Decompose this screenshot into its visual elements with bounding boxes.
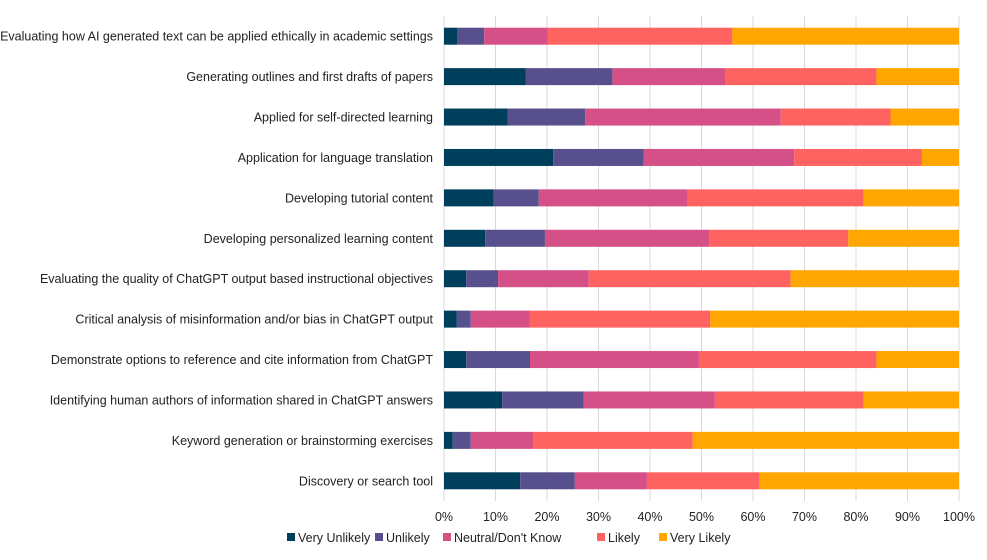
bar-segment-very-unlikely (444, 310, 457, 328)
category-label: Critical analysis of misinformation and/… (75, 313, 433, 327)
gridlines (443, 16, 960, 501)
bar-segment-likely (794, 148, 922, 166)
legend-swatch (659, 533, 667, 541)
bar-segment-very-likely (790, 270, 959, 288)
category-label: Developing personalized learning content (204, 232, 434, 246)
bar-segment-neutral-don-t-know (538, 189, 688, 207)
bar-segment-very-unlikely (444, 229, 486, 247)
x-tick-labels: 0% 10% 20% 30% 40% 50% 60% 70% 80% 90% 100% (435, 510, 975, 524)
category-label: Keyword generation or brainstorming exer… (172, 434, 433, 448)
x-tick-label: 50% (689, 510, 714, 524)
legend-swatch (375, 533, 383, 541)
category-label: Evaluating how AI generated text can be … (0, 30, 433, 44)
x-tick-label: 30% (586, 510, 611, 524)
x-tick-label: 0% (435, 510, 453, 524)
bar-segment-likely (780, 108, 891, 126)
bar-segment-neutral-don-t-know (470, 310, 530, 328)
legend-label: Unlikely (386, 531, 431, 545)
bar-segment-unlikely (452, 431, 471, 449)
bar-segment-very-unlikely (444, 189, 494, 207)
bar-segment-likely (646, 472, 760, 490)
bar-segment-neutral-don-t-know (498, 270, 589, 288)
x-tick-label: 100% (943, 510, 975, 524)
bar-segment-unlikely (525, 68, 613, 86)
category-label: Generating outlines and first drafts of … (186, 70, 433, 84)
bar-segment-unlikely (493, 189, 539, 207)
bar-segment-likely (698, 351, 877, 369)
bar-segment-very-likely (876, 351, 959, 369)
bar-segment-likely (533, 431, 693, 449)
bar-segment-unlikely (457, 27, 485, 45)
category-label: Application for language translation (238, 151, 433, 165)
bars (444, 27, 959, 490)
legend-swatch (443, 533, 451, 541)
bar-segment-unlikely (466, 270, 499, 288)
legend-label: Neutral/Don't Know (454, 531, 562, 545)
bar-segment-very-unlikely (444, 472, 521, 490)
x-tick-label: 70% (792, 510, 817, 524)
bar-segment-unlikely (502, 391, 584, 409)
bar-segment-likely (588, 270, 791, 288)
bar-segment-unlikely (520, 472, 575, 490)
x-tick-label: 10% (483, 510, 508, 524)
bar-segment-likely (725, 68, 877, 86)
bar-segment-very-likely (732, 27, 959, 45)
bar-segment-unlikely (456, 310, 471, 328)
bar-segment-neutral-don-t-know (530, 351, 699, 369)
bar-segment-neutral-don-t-know (643, 148, 795, 166)
bar-segment-very-unlikely (444, 391, 503, 409)
bar-segment-very-likely (863, 189, 959, 207)
x-tick-label: 80% (843, 510, 868, 524)
x-tick-label: 40% (637, 510, 662, 524)
bar-segment-unlikely (553, 148, 644, 166)
x-tick-label: 20% (534, 510, 559, 524)
category-label: Demonstrate options to reference and cit… (51, 353, 433, 367)
bar-segment-unlikely (507, 108, 586, 126)
bar-segment-neutral-don-t-know (544, 229, 710, 247)
bar-segment-very-unlikely (444, 68, 526, 86)
legend-label: Very Likely (670, 531, 731, 545)
bar-segment-very-likely (710, 310, 959, 328)
legend-swatch (287, 533, 295, 541)
bar-segment-very-likely (921, 148, 959, 166)
x-tick-label: 60% (740, 510, 765, 524)
bar-segment-neutral-don-t-know (583, 391, 715, 409)
legend-label: Very Unlikely (298, 531, 371, 545)
legend-label: Likely (608, 531, 641, 545)
bar-segment-very-unlikely (444, 27, 458, 45)
category-labels: Evaluating how AI generated text can be … (0, 30, 433, 489)
bar-segment-likely (709, 229, 849, 247)
bar-segment-likely (714, 391, 864, 409)
category-label: Applied for self-directed learning (254, 111, 433, 125)
bar-segment-neutral-don-t-know (574, 472, 647, 490)
bar-segment-very-unlikely (444, 431, 453, 449)
bar-segment-very-unlikely (444, 270, 467, 288)
bar-segment-neutral-don-t-know (612, 68, 726, 86)
bar-segment-very-likely (890, 108, 959, 126)
bar-segment-neutral-don-t-know (484, 27, 548, 45)
bar-segment-very-likely (692, 431, 959, 449)
bar-segment-unlikely (485, 229, 545, 247)
legend-swatch (597, 533, 605, 541)
bar-segment-very-likely (863, 391, 959, 409)
bar-segment-likely (547, 27, 733, 45)
bar-segment-unlikely (466, 351, 531, 369)
bar-segment-very-unlikely (444, 148, 554, 166)
category-label: Discovery or search tool (299, 474, 433, 488)
legend: Very Unlikely Unlikely Neutral/Don't Know L… (287, 531, 731, 545)
bar-segment-likely (529, 310, 711, 328)
bar-segment-very-unlikely (444, 108, 508, 126)
category-label: Evaluating the quality of ChatGPT output… (40, 272, 433, 286)
category-label: Identifying human authors of information… (50, 393, 433, 407)
bar-segment-likely (687, 189, 864, 207)
bar-segment-neutral-don-t-know (470, 431, 534, 449)
bar-segment-very-likely (876, 68, 959, 86)
bar-segment-very-unlikely (444, 351, 467, 369)
bar-segment-very-likely (759, 472, 959, 490)
bar-segment-neutral-don-t-know (585, 108, 781, 126)
category-label: Developing tutorial content (285, 191, 434, 205)
bar-segment-very-likely (848, 229, 959, 247)
x-tick-label: 90% (895, 510, 920, 524)
